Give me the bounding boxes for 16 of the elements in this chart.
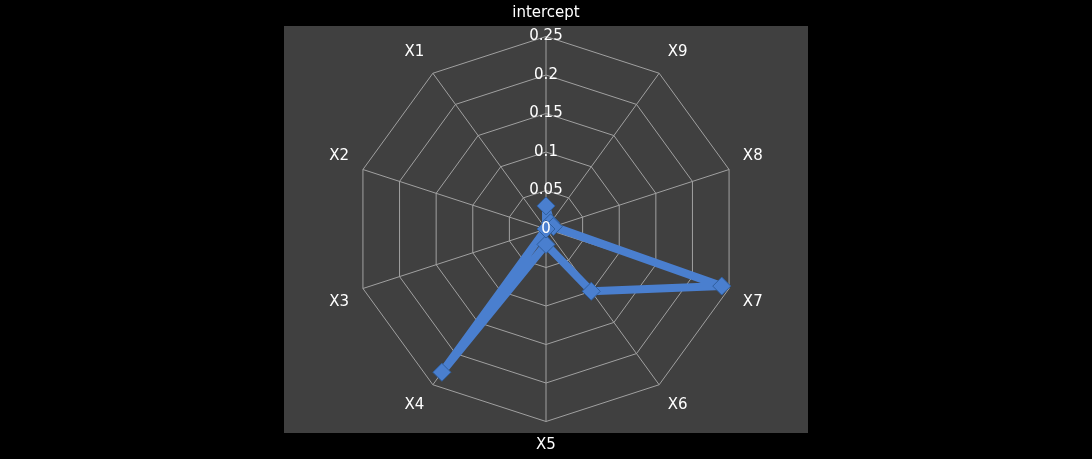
spoke-label: X8 bbox=[742, 145, 763, 164]
spoke-label: X6 bbox=[667, 395, 688, 414]
spoke-label: X4 bbox=[404, 395, 425, 414]
spoke-label: X1 bbox=[404, 42, 425, 61]
spoke-label: X3 bbox=[329, 291, 350, 310]
y-tick-label: 0.15 bbox=[529, 103, 563, 122]
y-tick-label: 0 bbox=[541, 218, 551, 237]
y-tick-label: 0.25 bbox=[529, 26, 563, 45]
spoke-label: X7 bbox=[742, 291, 763, 310]
spoke-label: X2 bbox=[329, 145, 350, 164]
y-tick-label: 0.05 bbox=[529, 180, 563, 199]
spoke-label: intercept bbox=[512, 2, 580, 21]
spoke-label: X5 bbox=[536, 434, 556, 453]
y-tick-label: 0.2 bbox=[534, 64, 558, 83]
spoke-label: X9 bbox=[667, 42, 688, 61]
y-tick-label: 0.1 bbox=[534, 141, 558, 160]
